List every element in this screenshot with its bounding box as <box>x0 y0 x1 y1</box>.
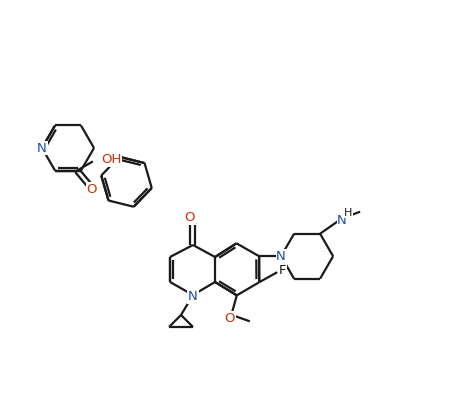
Text: N: N <box>188 290 197 304</box>
Text: O: O <box>224 312 234 325</box>
Text: H: H <box>343 208 352 218</box>
Text: F: F <box>278 264 285 277</box>
Text: N: N <box>37 142 47 154</box>
Text: O: O <box>86 183 97 196</box>
Text: N: N <box>276 250 285 263</box>
Text: N: N <box>337 214 346 227</box>
Text: N: N <box>276 250 285 263</box>
Text: OH: OH <box>101 153 121 166</box>
Text: O: O <box>184 211 195 225</box>
